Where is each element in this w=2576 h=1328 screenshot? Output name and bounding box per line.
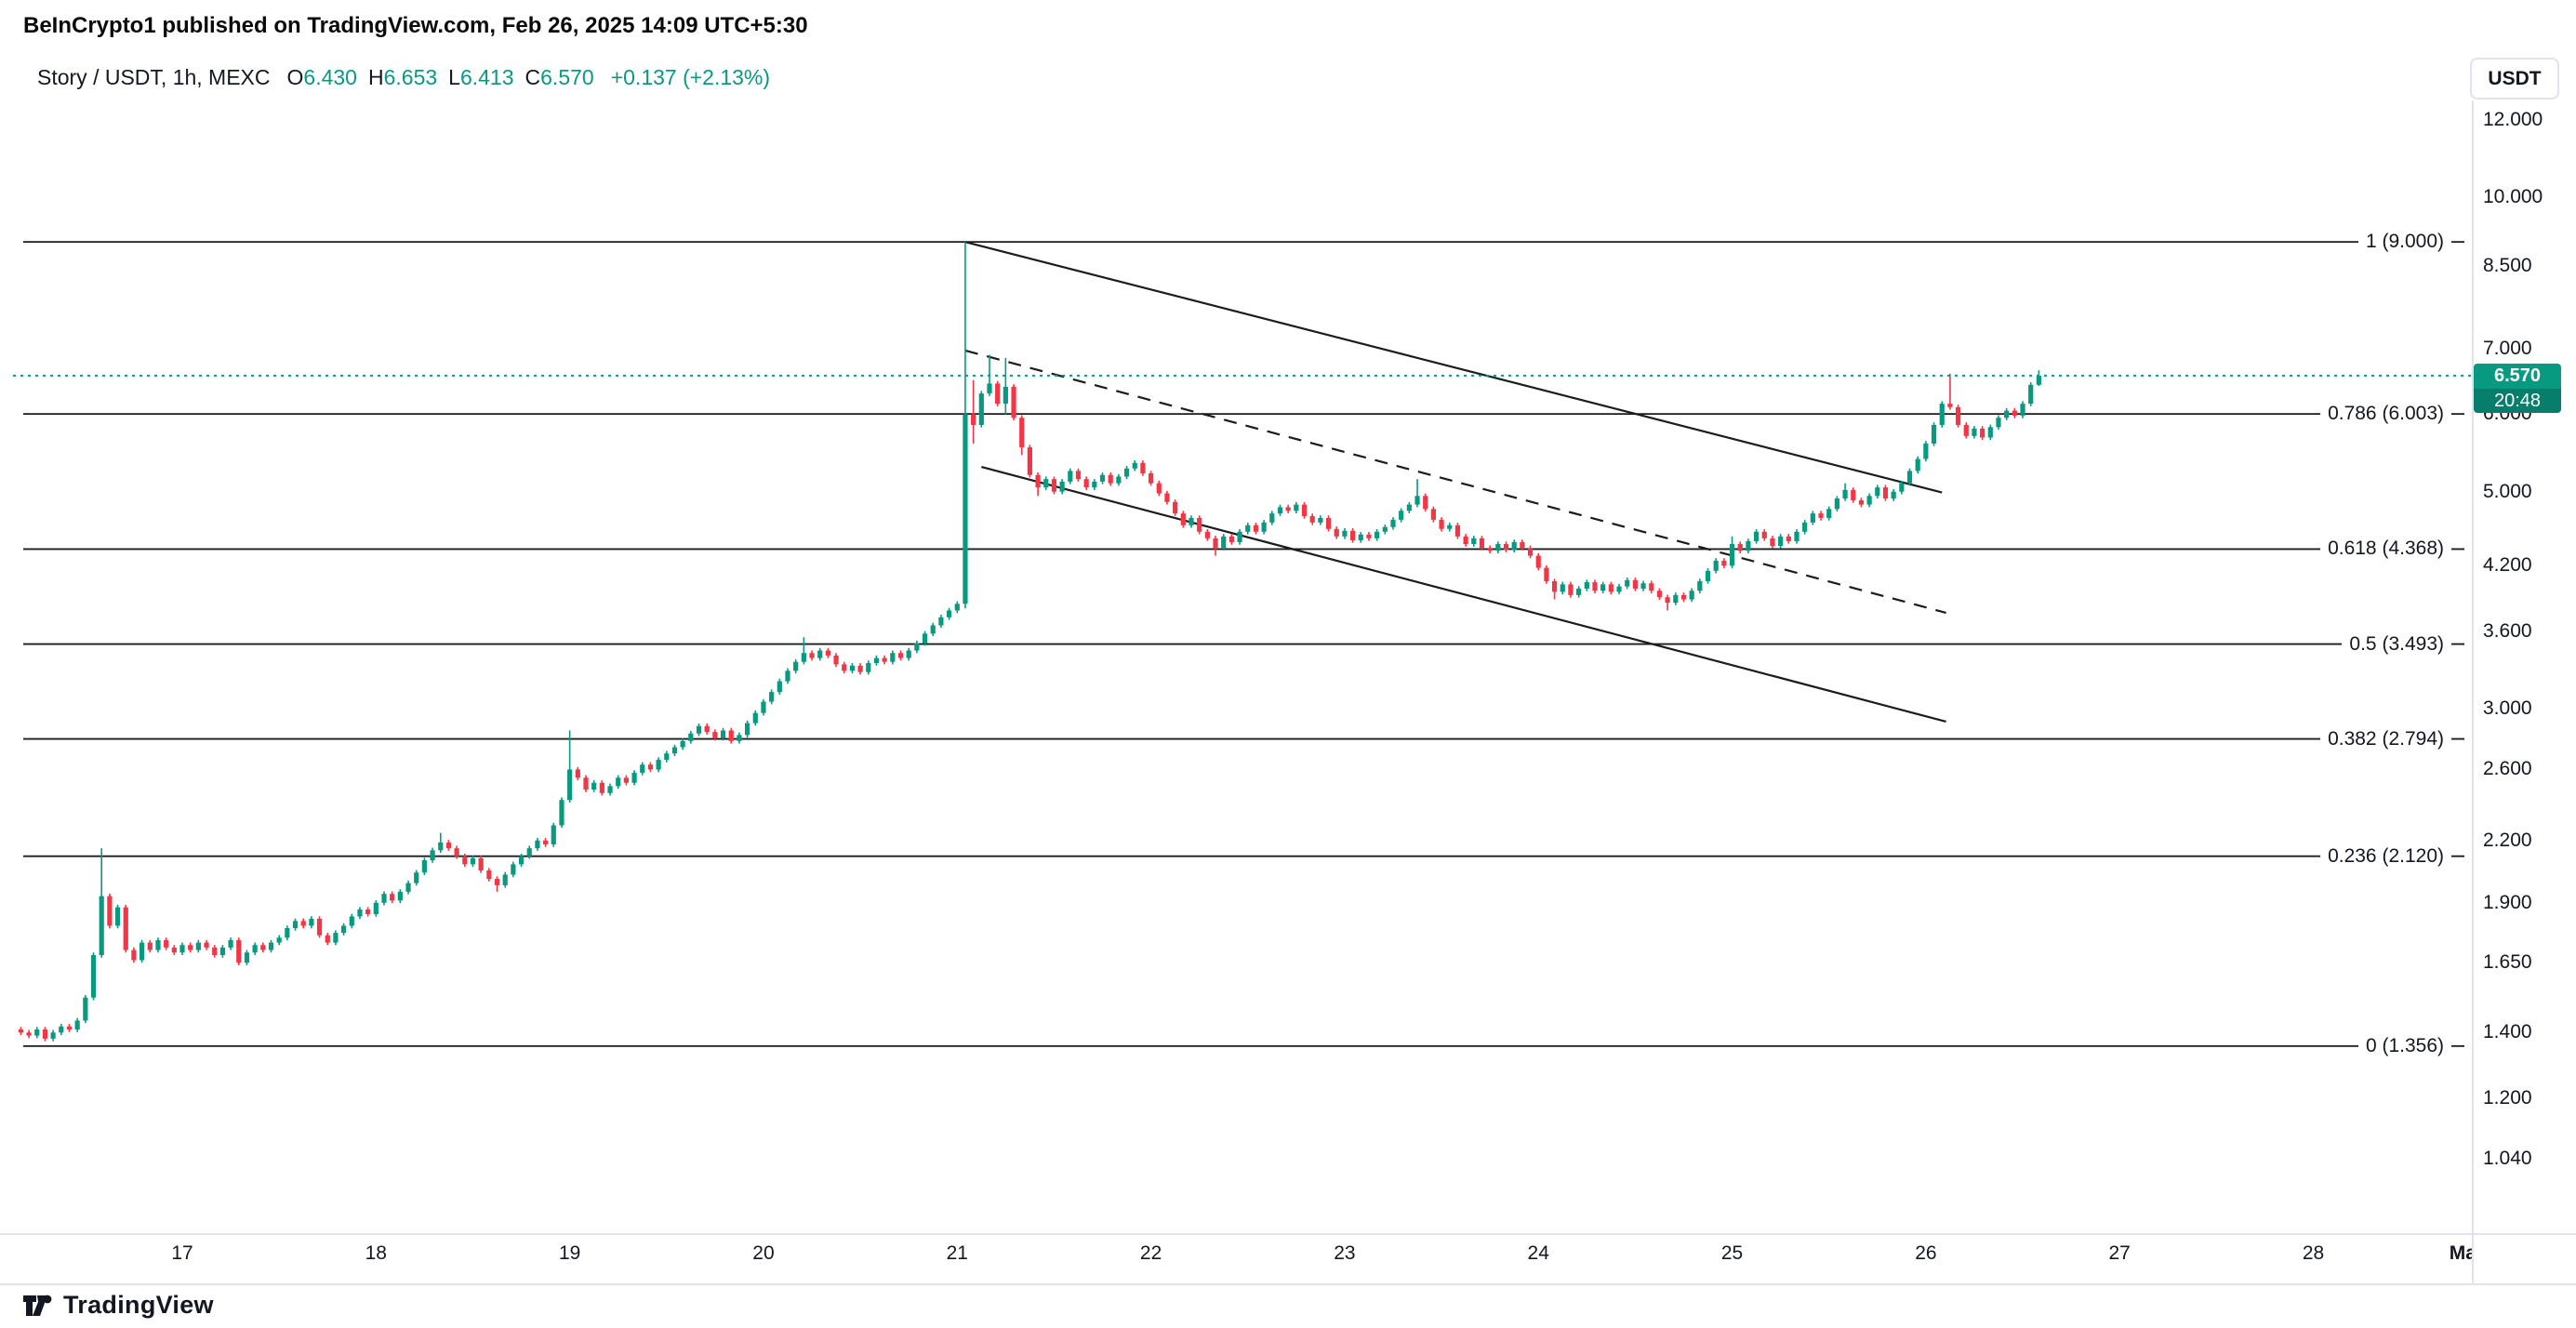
price-axis-label: 10.000: [2483, 186, 2543, 207]
time-axis-label: 27: [2108, 1242, 2131, 1264]
price-axis-label: 2.200: [2483, 829, 2532, 851]
attribution-middle-text: published on: [155, 13, 308, 38]
attribution-timestamp: , Feb 26, 2025 14:09 UTC+5:30: [489, 13, 808, 38]
channel-midline[interactable]: [964, 349, 1946, 614]
high-value: 6.653: [383, 65, 438, 89]
currency-toggle-button[interactable]: USDT: [2470, 58, 2559, 100]
price-axis-label: 4.200: [2483, 554, 2532, 577]
price-axis-label: 5.000: [2483, 480, 2532, 502]
change-value: +0.137 (+2.13%): [610, 65, 771, 89]
price-axis-label: 8.500: [2483, 255, 2532, 277]
attribution: BeInCrypto1 published on TradingView.com…: [23, 13, 808, 39]
time-axis-separator: [0, 1233, 2576, 1235]
current-price-value: 6.570: [2474, 363, 2561, 389]
tradingview-logo[interactable]: TradingView: [22, 1291, 214, 1320]
tradingview-logo-text: TradingView: [63, 1291, 214, 1319]
symbol-title[interactable]: Story / USDT, 1h, MEXC: [37, 65, 271, 89]
time-axis-label: 19: [558, 1242, 581, 1264]
attribution-user-link[interactable]: BeInCrypto1: [23, 13, 156, 38]
price-axis-label: 3.600: [2483, 619, 2532, 642]
time-axis-label: 17: [171, 1242, 193, 1264]
low-label: L: [448, 65, 460, 89]
time-axis-label: 24: [1527, 1242, 1549, 1264]
time-axis-label: 26: [1915, 1242, 1937, 1264]
time-axis-label: 20: [752, 1242, 775, 1264]
price-axis-label: 1.040: [2483, 1148, 2532, 1170]
price-axis[interactable]: 12.000 10.000 8.500 7.000 6.000 5.000 4.200 3.6…: [2472, 0, 2576, 1328]
time-axis-label: 21: [946, 1242, 968, 1264]
high-label: H: [367, 65, 384, 89]
price-axis-label: 3.000: [2483, 697, 2532, 720]
time-axis-label: 22: [1139, 1242, 1162, 1264]
price-axis-label: 2.600: [2483, 758, 2532, 780]
footer-separator: [0, 1283, 2576, 1285]
price-axis-label: 1.650: [2483, 951, 2532, 974]
close-label: C: [524, 65, 541, 89]
price-axis-label: 1.200: [2483, 1086, 2532, 1109]
open-label: O: [286, 65, 304, 89]
time-axis-label: 23: [1334, 1242, 1356, 1264]
time-axis[interactable]: 17 18 19 20 21 22 23 24 25 26 27 28 Mar: [0, 1235, 2472, 1282]
channel-trendline[interactable]: [981, 465, 1946, 724]
attribution-site-link[interactable]: TradingView.com: [307, 13, 490, 38]
bar-countdown: 20:48: [2474, 388, 2561, 413]
time-axis-label: 25: [1720, 1242, 1744, 1264]
current-price-badge: 6.570 20:48: [2474, 363, 2561, 413]
price-axis-label: 12.000: [2483, 108, 2543, 130]
open-value: 6.430: [303, 65, 357, 89]
tradingview-logo-icon: [23, 1295, 52, 1316]
time-axis-label: 28: [2302, 1242, 2325, 1264]
chart-legend: Story / USDT, 1h, MEXC O 6.430 H 6.653 L 6.…: [37, 65, 770, 90]
time-axis-label: Mar: [2449, 1242, 2472, 1264]
time-axis-label: 18: [365, 1242, 387, 1264]
channel-trendline[interactable]: [964, 241, 1943, 494]
low-value: 6.413: [459, 65, 514, 89]
price-axis-label: 1.400: [2483, 1021, 2532, 1043]
close-value: 6.570: [540, 65, 594, 89]
price-axis-label: 7.000: [2483, 337, 2532, 359]
price-axis-label: 1.900: [2483, 891, 2532, 913]
price-axis-separator: [2472, 100, 2474, 1283]
